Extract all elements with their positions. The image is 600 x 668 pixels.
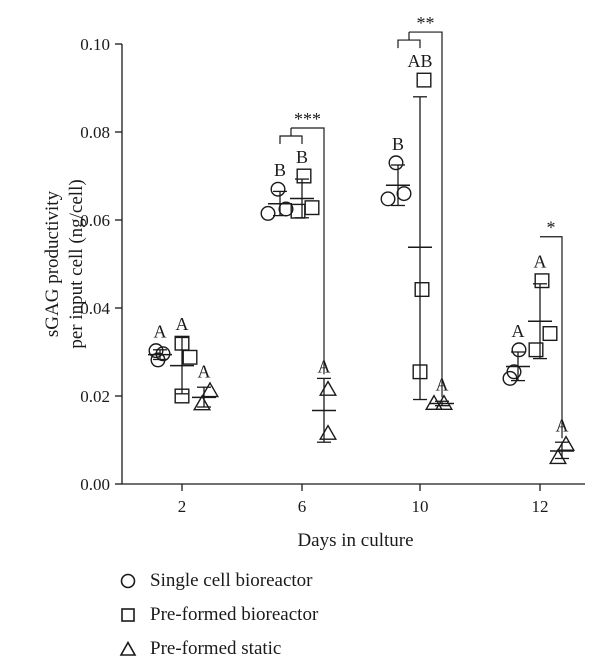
significance-bracket [540,236,563,439]
y-axis-title-line: per input cell (ng/cell) [66,179,87,348]
significance-label: ** [417,13,435,33]
significance-sub-bracket [397,39,421,49]
group-letter-label: AB [407,51,432,71]
circle-data-point [380,191,396,207]
significance-bracket [409,31,443,398]
y-tick-label: 0.10 [80,35,110,54]
group-letter-label: B [392,134,404,154]
legend-item-single-cell-bioreactor: Single cell bioreactor [118,566,318,596]
triangle-data-point [318,380,338,396]
square-data-point [412,364,428,380]
circle-data-point [396,186,412,202]
triangle-data-point [424,394,444,410]
triangle-data-point [200,381,220,398]
circle-data-point [511,342,527,358]
y-tick-label: 0.02 [80,387,110,406]
legend-item-pre-formed-bioreactor: Pre-formed bioreactor [118,600,318,630]
triangle-data-point [318,424,338,440]
x-tick-label: 12 [532,497,549,516]
square-data-point [414,282,430,298]
triangle-data-point [556,435,576,451]
x-axis-title: Days in culture [297,530,413,551]
circle-data-point [506,364,522,380]
square-data-point [528,342,544,358]
legend-label: Single cell bioreactor [150,570,313,591]
significance-bracket [291,127,325,375]
significance-label: * [547,218,556,238]
legend-label: Pre-formed static [150,638,282,659]
group-letter-label: A [198,362,211,382]
sgag-productivity-chart: 0.00 0.02 0.04 0.06 0.08 0.10 2 6 10 12 Days in cu… [42,13,585,551]
group-letter-label: B [296,147,308,167]
group-letter-label: A [176,314,189,334]
square-data-point [416,72,432,88]
x-tick-label: 2 [178,497,187,516]
circle-marker-icon [120,573,136,589]
group-letter-label: A [534,252,547,272]
circle-data-point [278,201,294,217]
y-tick-label: 0.00 [80,475,110,494]
significance-label: *** [294,109,321,129]
group-letter-label: A [154,322,167,342]
triangle-data-point [192,394,212,411]
square-marker-icon [121,608,135,622]
square-data-point [304,200,320,216]
y-tick-label: 0.04 [80,299,110,318]
group-letter-label: A [512,321,525,341]
square-data-point [174,335,190,351]
y-axis-title: sGAG productivity per input cell (ng/cell… [42,179,87,348]
circle-data-point [148,343,164,359]
x-tick-label: 6 [298,497,307,516]
triangle-marker-icon [119,640,137,656]
triangle-data-point [548,448,568,465]
circle-data-point [388,155,404,171]
y-tick-label: 0.08 [80,123,110,142]
chart-legend: Single cell bioreactor Pre-formed biorea… [118,566,318,668]
legend-label: Pre-formed bioreactor [150,604,319,625]
square-data-point [534,273,550,289]
circle-data-point [270,181,286,197]
circle-data-point [260,205,276,221]
significance-sub-bracket [279,135,303,144]
legend-item-pre-formed-static: Pre-formed static [118,634,318,664]
y-axis-title-line: sGAG productivity [42,190,63,337]
triangle-data-point [434,394,454,410]
y-tick-label: 0.06 [80,211,110,230]
x-tick-label: 10 [412,497,429,516]
square-data-point [182,349,198,365]
group-letter-label: B [274,160,286,180]
square-data-point [296,168,312,184]
square-data-point [174,388,190,404]
square-data-point [290,203,306,219]
square-data-point [542,326,558,342]
circle-data-point [150,352,166,368]
